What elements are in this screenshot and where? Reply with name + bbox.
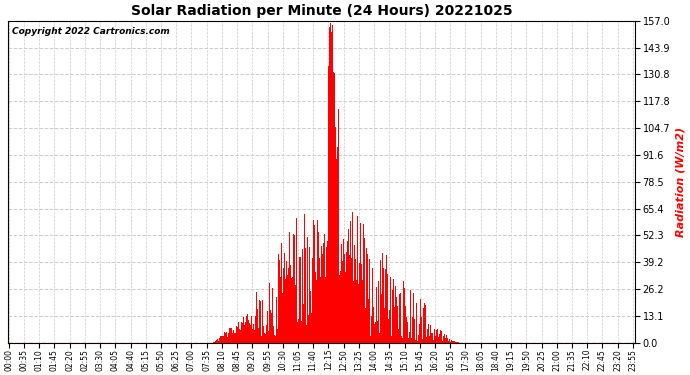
Text: Copyright 2022 Cartronics.com: Copyright 2022 Cartronics.com xyxy=(12,27,169,36)
Title: Solar Radiation per Minute (24 Hours) 20221025: Solar Radiation per Minute (24 Hours) 20… xyxy=(131,4,513,18)
Y-axis label: Radiation (W/m2): Radiation (W/m2) xyxy=(676,127,686,237)
